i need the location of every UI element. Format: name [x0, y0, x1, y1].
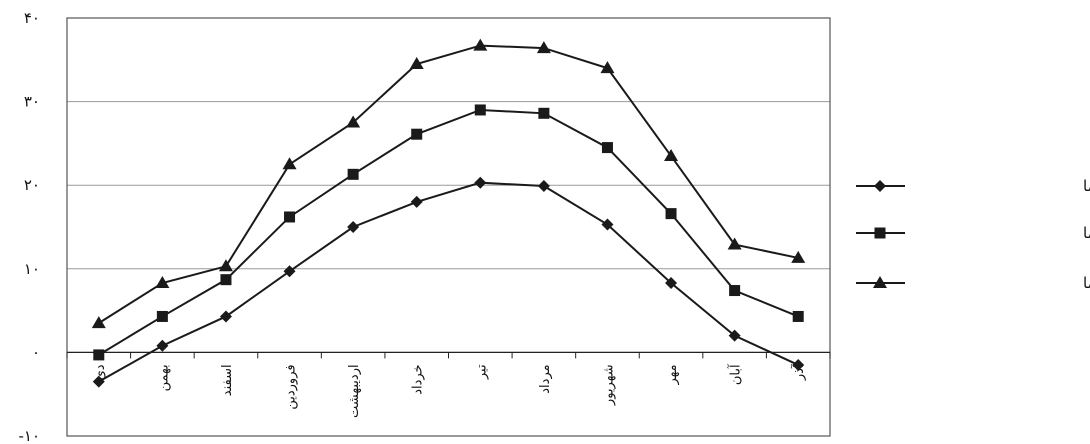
- legend-label: متوسط دما: [1083, 224, 1090, 242]
- x-category-label: مهر: [665, 364, 680, 385]
- data-point: [219, 310, 232, 323]
- series-lines: [91, 38, 806, 388]
- data-point: [600, 61, 615, 74]
- y-axis-ticks: -۱۰ ۰ ۱۰ ۲۰ ۳۰ ۴۰: [18, 9, 40, 444]
- data-point: [91, 316, 106, 329]
- data-point: [727, 237, 742, 250]
- data-point: [474, 176, 487, 189]
- data-point: [665, 277, 678, 290]
- legend: متوسط حداقل دما متوسط دما متوسط حداکثر دما: [856, 177, 1090, 292]
- series-group: [92, 176, 805, 388]
- x-category-label: شهریور: [601, 364, 616, 406]
- x-category-label: آبان: [727, 363, 744, 385]
- data-point: [347, 221, 360, 233]
- data-point: [346, 115, 361, 128]
- legend-marker: [874, 227, 886, 239]
- data-point: [729, 285, 741, 297]
- data-point: [347, 168, 359, 180]
- series-group: [93, 104, 804, 361]
- y-tick-label: ۲۰: [24, 176, 40, 194]
- data-point: [792, 310, 804, 322]
- data-point: [791, 250, 806, 263]
- data-point: [93, 349, 105, 361]
- legend-marker: [874, 180, 886, 192]
- y-tick-label: ۳۰: [24, 93, 40, 111]
- data-point: [665, 208, 677, 220]
- data-point: [155, 276, 170, 289]
- data-point: [284, 211, 296, 223]
- x-category-label: بهمن: [156, 364, 171, 391]
- x-axis-ticks: دی بهمن اسفند فروردین اردیبهشت خرداد تیر مرداد ش…: [66, 352, 831, 418]
- data-point: [538, 107, 550, 119]
- data-point: [282, 157, 297, 170]
- series-group: [91, 38, 806, 329]
- data-point: [473, 38, 488, 51]
- data-point: [92, 375, 105, 388]
- data-point: [409, 56, 424, 69]
- data-point: [411, 128, 423, 140]
- data-point: [156, 339, 169, 352]
- grid-lines: [67, 101, 830, 353]
- x-category-label: دی: [93, 364, 108, 380]
- x-category-label: اردیبهشت: [347, 364, 362, 418]
- x-category-label: خرداد: [411, 364, 426, 394]
- data-point: [536, 41, 551, 54]
- x-category-label: اسفند: [220, 364, 235, 396]
- legend-label: متوسط حداقل دما: [1083, 177, 1090, 195]
- series-line: [98, 108, 799, 356]
- data-point: [601, 142, 613, 154]
- data-point: [283, 265, 296, 278]
- data-point: [601, 218, 614, 231]
- plot-area-border: [66, 17, 831, 437]
- x-category-label: مرداد: [538, 364, 553, 393]
- data-point: [474, 104, 486, 116]
- data-point: [220, 274, 232, 286]
- data-point: [537, 180, 550, 193]
- data-point: [664, 148, 679, 161]
- x-category-label: تیر: [474, 364, 489, 380]
- legend-label: متوسط حداکثر دما: [1083, 274, 1090, 292]
- data-point: [728, 329, 741, 342]
- data-point: [792, 358, 805, 371]
- x-category-label: آذر: [790, 363, 807, 381]
- y-tick-label: ۴۰: [24, 9, 40, 27]
- data-point: [410, 195, 423, 208]
- y-tick-label: ۰: [32, 343, 40, 361]
- legend-marker: [873, 276, 887, 288]
- series-line: [98, 44, 799, 324]
- series-line: [98, 181, 799, 383]
- y-tick-label: -۱۰: [18, 427, 40, 444]
- data-point: [156, 310, 168, 322]
- x-category-label: فروردین: [284, 364, 299, 409]
- y-tick-label: ۱۰: [24, 260, 40, 278]
- data-point: [218, 259, 233, 272]
- plot-frame: [66, 17, 831, 437]
